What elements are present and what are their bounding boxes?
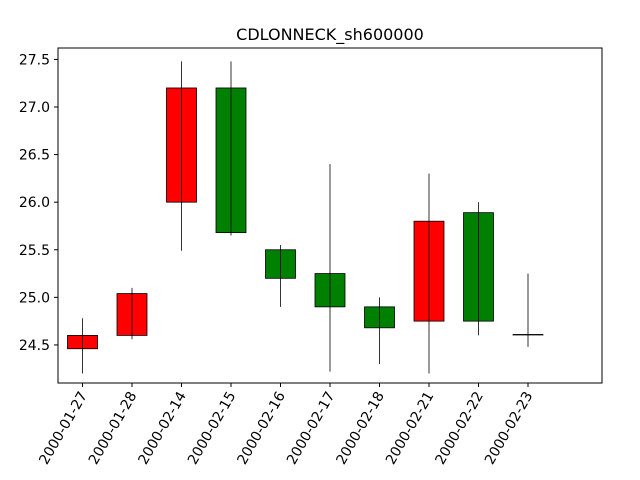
x-tick-label: 2000-02-17 — [284, 389, 339, 467]
x-tick-label: 2000-02-15 — [185, 389, 240, 467]
x-axis: 2000-01-272000-01-282000-02-142000-02-15… — [36, 383, 536, 467]
y-tick-label: 27.5 — [19, 52, 50, 68]
x-tick-label: 2000-01-27 — [36, 389, 91, 467]
candle — [512, 273, 544, 347]
candles-layer — [67, 61, 544, 374]
x-tick-label: 2000-02-21 — [383, 389, 438, 467]
y-tick-label: 27.0 — [19, 100, 50, 116]
candle — [67, 318, 98, 374]
candle — [215, 61, 247, 236]
candle — [265, 245, 296, 307]
candle — [413, 173, 445, 374]
y-tick-label: 25.5 — [19, 243, 50, 259]
x-tick-label: 2000-02-18 — [333, 389, 388, 467]
y-tick-label: 26.5 — [19, 148, 50, 164]
x-tick-label: 2000-02-14 — [135, 389, 190, 468]
candle — [364, 297, 395, 364]
candle — [116, 287, 148, 340]
x-tick-label: 2000-02-16 — [234, 389, 289, 468]
y-tick-label: 25.0 — [19, 290, 50, 306]
candle — [166, 61, 197, 251]
y-tick-label: 24.5 — [19, 338, 50, 354]
x-tick-label: 2000-02-22 — [432, 389, 487, 467]
x-tick-label: 2000-02-23 — [482, 389, 537, 467]
candle — [314, 164, 346, 372]
y-axis: 24.5 25.0 25.5 26.0 26.5 27.0 27.5 — [19, 52, 58, 354]
y-tick-label: 26.0 — [19, 195, 50, 211]
x-tick-label: 2000-01-28 — [86, 389, 141, 467]
candle — [463, 202, 494, 336]
chart-title: CDLONNECK_sh600000 — [236, 25, 424, 45]
